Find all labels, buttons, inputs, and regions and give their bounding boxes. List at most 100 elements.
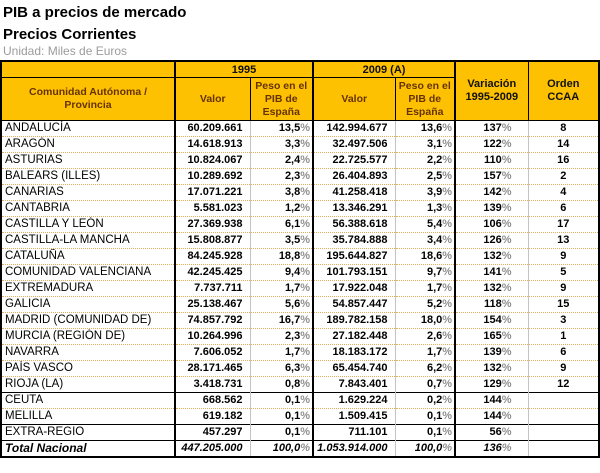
region-name-cell: RIOJA (LA) (1, 376, 176, 393)
orden-ccaa-cell: 8 (528, 120, 600, 137)
table-row: RIOJA (LA) 3.418.731 0,8% 7.843.401 0,7%… (1, 376, 600, 393)
region-name-cell: MELILLA (1, 408, 176, 425)
orden-ccaa-cell: 15 (528, 296, 600, 313)
orden-ccaa-cell (528, 424, 600, 441)
region-name-cell: NAVARRA (1, 344, 176, 361)
valor-1995-cell: 28.171.465 (175, 360, 251, 377)
variacion-cell: 142% (455, 184, 529, 201)
peso-1995-cell: 2,3% (250, 328, 315, 345)
table-row: MURCIA (REGIÓN DE) 10.264.996 2,3% 27.18… (1, 328, 600, 345)
orden-ccaa-cell: 1 (528, 328, 600, 345)
peso-2009-cell: 18,0% (395, 312, 457, 329)
table-row: CANARIAS 17.071.221 3,8% 41.258.418 3,9%… (1, 184, 600, 201)
variacion-cell: 56% (455, 424, 529, 441)
peso-2009-cell: 5,4% (395, 216, 457, 233)
valor-2009-cell: 32.497.506 (313, 136, 396, 153)
orden-ccaa-cell (528, 440, 600, 457)
table-row: NAVARRA 7.606.052 1,7% 18.183.172 1,7% 1… (1, 344, 600, 361)
peso-1995-cell: 1,7% (250, 280, 315, 297)
peso-1995-cell: 2,3% (250, 168, 315, 185)
region-name-cell: ANDALUCÍA (1, 120, 176, 137)
peso-1995-cell: 1,7% (250, 344, 315, 361)
valor-2009-cell: 189.782.158 (313, 312, 396, 329)
orden-ccaa-cell: 13 (528, 232, 600, 249)
valor-2009-cell: 26.404.893 (313, 168, 396, 185)
table-body: ANDALUCÍA 60.209.661 13,5% 142.994.677 1… (1, 120, 600, 457)
peso-2009-cell: 1,7% (395, 344, 457, 361)
table-row: CANTABRIA 5.581.023 1,2% 13.346.291 1,3%… (1, 200, 600, 217)
orden-ccaa-cell: 9 (528, 360, 600, 377)
orden-ccaa-cell: 2 (528, 168, 600, 185)
variacion-cell: 137% (455, 120, 529, 137)
region-name-cell: EXTREMADURA (1, 280, 176, 297)
page-title: PIB a precios de mercado (3, 4, 187, 21)
orden-ccaa-cell: 3 (528, 312, 600, 329)
variacion-cell: 106% (455, 216, 529, 233)
corner-cell (0, 60, 176, 78)
peso-1995-cell: 5,6% (250, 296, 315, 313)
region-name-cell: BALEARS (ILLES) (1, 168, 176, 185)
valor-2009-cell: 1.629.224 (313, 392, 396, 409)
page-subtitle: Precios Corrientes (3, 26, 137, 43)
sub-header-row: Comunidad Autónoma / Provincia Valor Pes… (0, 77, 599, 121)
valor-1995-header: Valor (174, 77, 251, 121)
valor-2009-cell: 7.843.401 (313, 376, 396, 393)
table-row: Total Nacional 447.205.000 100,0% 1.053.… (1, 440, 600, 457)
year-1995-header: 1995 (174, 60, 315, 78)
valor-2009-cell: 101.793.151 (313, 264, 396, 281)
variacion-cell: 144% (455, 392, 529, 409)
variacion-cell: 110% (455, 152, 529, 169)
peso-2009-cell: 5,2% (395, 296, 457, 313)
orden-ccaa-cell (528, 392, 600, 409)
peso-2009-cell: 18,6% (395, 248, 457, 265)
peso-2009-cell: 0,2% (395, 392, 457, 409)
valor-1995-cell: 27.369.938 (175, 216, 251, 233)
region-name-cell: CASTILLA-LA MANCHA (1, 232, 176, 249)
table-row: CASTILLA Y LEÓN 27.369.938 6,1% 56.388.6… (1, 216, 600, 233)
peso-1995-cell: 3,5% (250, 232, 315, 249)
valor-1995-cell: 447.205.000 (175, 440, 251, 457)
peso-1995-cell: 1,2% (250, 200, 315, 217)
peso-2009-cell: 3,9% (395, 184, 457, 201)
orden-ccaa-cell: 9 (528, 280, 600, 297)
peso-2009-cell: 100,0% (395, 440, 457, 457)
table-row: GALICIA 25.138.467 5,6% 54.857.447 5,2% … (1, 296, 600, 313)
valor-2009-cell: 56.388.618 (313, 216, 396, 233)
valor-2009-cell: 35.784.888 (313, 232, 396, 249)
peso-2009-cell: 0,1% (395, 424, 457, 441)
variacion-cell: 132% (455, 280, 529, 297)
table-row: PAÍS VASCO 28.171.465 6,3% 65.454.740 6,… (1, 360, 600, 377)
peso-1995-cell: 3,3% (250, 136, 315, 153)
peso-1995-cell: 100,0% (250, 440, 315, 457)
table-row: CASTILLA-LA MANCHA 15.808.877 3,5% 35.78… (1, 232, 600, 249)
peso-2009-cell: 3,1% (395, 136, 457, 153)
peso-2009-cell: 1,3% (395, 200, 457, 217)
peso-2009-header: Peso en el PIB de España (394, 77, 457, 121)
region-name-cell: CASTILLA Y LEÓN (1, 216, 176, 233)
peso-1995-header: Peso en el PIB de España (249, 77, 315, 121)
valor-2009-header: Valor (312, 77, 396, 121)
peso-1995-cell: 18,8% (250, 248, 315, 265)
valor-2009-cell: 1.053.914.000 (313, 440, 396, 457)
variacion-cell: 157% (455, 168, 529, 185)
table-row: CEUTA 668.562 0,1% 1.629.224 0,2% 144% (1, 392, 600, 409)
valor-2009-cell: 65.454.740 (313, 360, 396, 377)
valor-1995-cell: 3.418.731 (175, 376, 251, 393)
region-name-cell: CANARIAS (1, 184, 176, 201)
valor-2009-cell: 18.183.172 (313, 344, 396, 361)
valor-2009-cell: 13.346.291 (313, 200, 396, 217)
peso-1995-cell: 6,1% (250, 216, 315, 233)
valor-1995-cell: 84.245.928 (175, 248, 251, 265)
peso-1995-cell: 6,3% (250, 360, 315, 377)
variacion-cell: 154% (455, 312, 529, 329)
variacion-cell: 165% (455, 328, 529, 345)
orden-ccaa-cell: 5 (528, 264, 600, 281)
peso-2009-cell: 6,2% (395, 360, 457, 377)
peso-1995-cell: 0,1% (250, 424, 315, 441)
valor-1995-cell: 60.209.661 (175, 120, 251, 137)
peso-1995-cell: 13,5% (250, 120, 315, 137)
valor-2009-cell: 195.644.827 (313, 248, 396, 265)
peso-2009-cell: 2,2% (395, 152, 457, 169)
region-name-cell: MADRID (COMUNIDAD DE) (1, 312, 176, 329)
valor-1995-cell: 42.245.425 (175, 264, 251, 281)
